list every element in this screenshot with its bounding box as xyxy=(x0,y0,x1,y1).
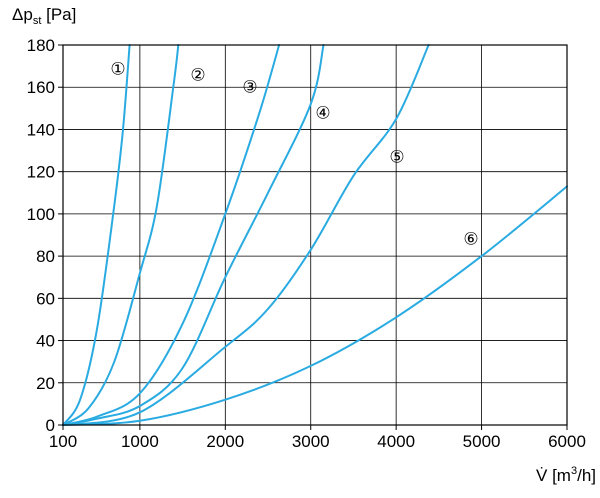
y-tick-label: 100 xyxy=(27,205,55,224)
curve-5 xyxy=(62,44,430,426)
curve-label-5: ⑤ xyxy=(389,148,404,167)
y-tick-label: 80 xyxy=(36,247,55,266)
curves xyxy=(62,44,568,426)
y-tick-label: 140 xyxy=(27,120,55,139)
x-tick-label: 2000 xyxy=(206,432,244,451)
x-tick-label: 5000 xyxy=(463,432,501,451)
y-tick-label: 40 xyxy=(36,332,55,351)
y-tick-label: 160 xyxy=(27,78,55,97)
y-tick-label: 120 xyxy=(27,163,55,182)
curve-label-4: ④ xyxy=(315,104,330,123)
curve-2 xyxy=(62,44,180,426)
x-tick-label: 6000 xyxy=(548,432,586,451)
curve-label-2: ② xyxy=(190,66,205,85)
curve-label-6: ⑥ xyxy=(463,230,478,249)
y-axis-label: Δpst [Pa] xyxy=(12,5,76,27)
y-tick-label: 0 xyxy=(46,416,55,435)
curve-label-3: ③ xyxy=(242,78,257,97)
grid xyxy=(63,45,567,425)
x-tick-label: 100 xyxy=(49,432,77,451)
tick-labels: 100 1000 2000 3000 4000 5000 6000 0 20 40 60 80 100 1… xyxy=(27,36,586,451)
axes xyxy=(58,44,568,430)
curve-4 xyxy=(62,44,325,426)
curve-label-1: ① xyxy=(110,60,125,79)
x-axis-label: V̇ [m3/h] xyxy=(536,465,596,485)
plot-frame xyxy=(62,44,568,426)
x-tick-label: 1000 xyxy=(121,432,159,451)
curve-3 xyxy=(62,44,281,426)
y-tick-label: 180 xyxy=(27,36,55,55)
y-tick-label: 60 xyxy=(36,289,55,308)
y-tick-label: 20 xyxy=(36,374,55,393)
curve-1 xyxy=(62,44,131,426)
x-tick-label: 3000 xyxy=(292,432,330,451)
curve-6 xyxy=(62,185,568,426)
curve-labels: ① ② ③ ④ ⑤ ⑥ xyxy=(110,60,478,249)
x-tick-label: 4000 xyxy=(377,432,415,451)
